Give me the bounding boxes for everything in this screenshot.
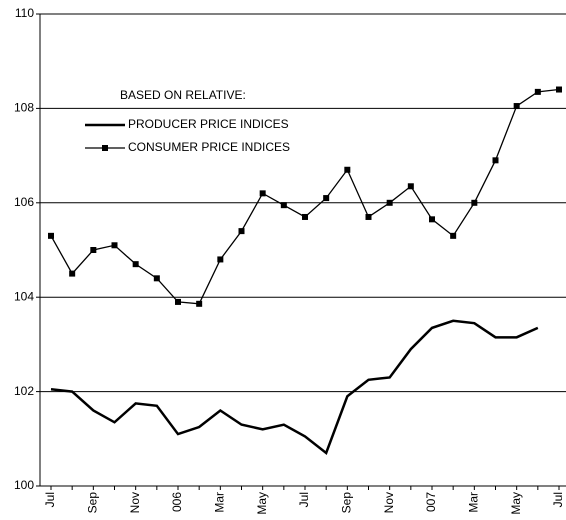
x-tick-label: Jul (551, 492, 565, 507)
point (196, 300, 203, 307)
point (556, 86, 562, 93)
point (323, 195, 330, 202)
x-tick-label: 006 (170, 492, 184, 512)
y-tick-label: 100 (14, 478, 34, 492)
x-tick-label: Sep (340, 492, 354, 514)
point (48, 232, 54, 239)
y-tick-label: 108 (14, 101, 34, 115)
point (175, 298, 181, 305)
x-tick-label: 007 (424, 492, 438, 512)
point (111, 242, 118, 249)
x-tick-label: Sep (86, 492, 100, 514)
point (302, 213, 308, 220)
point (280, 202, 287, 209)
x-tick-label: Mar (467, 492, 481, 513)
y-tick-label: 106 (14, 195, 34, 209)
x-tick-label: Nov (128, 492, 142, 513)
point (534, 88, 541, 95)
legend-label: PRODUCER PRICE INDICES (128, 117, 289, 131)
x-tick-label: Mar (213, 492, 227, 513)
legend-label: CONSUMER PRICE INDICES (128, 140, 290, 154)
point (492, 157, 499, 164)
point (132, 261, 139, 268)
point (429, 216, 435, 223)
point (471, 199, 478, 206)
point (513, 103, 520, 110)
series-line (50, 319, 539, 455)
y-tick-label: 104 (14, 289, 34, 303)
point (217, 256, 224, 263)
point (450, 232, 457, 239)
x-tick-label: May (255, 492, 269, 515)
legend-title: BASED ON RELATIVE: (120, 88, 246, 102)
point (386, 199, 393, 206)
x-tick-label: Jul (43, 492, 57, 507)
point (153, 275, 160, 282)
x-tick-label: Jul (297, 492, 311, 507)
point (365, 213, 372, 220)
x-tick-label: May (509, 492, 523, 515)
point (259, 190, 266, 197)
point (69, 270, 76, 277)
y-tick-label: 110 (15, 6, 34, 20)
y-tick-label: 102 (14, 384, 34, 398)
x-tick-label: Nov (382, 492, 396, 513)
legend-marker (102, 145, 108, 151)
point (344, 166, 351, 173)
point (238, 228, 245, 235)
point (407, 183, 414, 190)
point (90, 247, 97, 253)
